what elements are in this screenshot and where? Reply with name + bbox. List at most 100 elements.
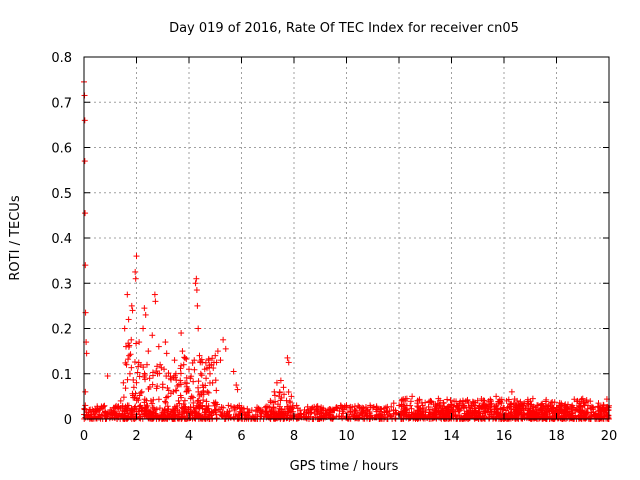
data-point [284,354,291,361]
noise-point [113,413,120,420]
noise-point [149,400,156,407]
noise-point [593,410,600,417]
data-point [144,361,150,368]
data-point [142,311,149,318]
x-tick-label: 12 [391,429,408,444]
noise-point [161,407,168,414]
noise-point [362,410,369,417]
noise-point [528,408,535,415]
noise-point [283,415,290,422]
data-point [493,393,500,400]
data-point [194,302,201,309]
noise-point [191,366,198,373]
grid [84,57,609,419]
noise-point [353,407,360,414]
noise-point [487,406,494,413]
noise-point [227,403,234,410]
noise-point [339,415,346,422]
noise-point [493,402,500,409]
data-point [175,397,182,404]
data-point [540,404,547,411]
noise-point [425,403,432,410]
noise-point [232,410,239,417]
noise-point [268,408,275,415]
noise-point [392,415,399,422]
data-point [136,339,143,346]
noise-point [275,409,282,416]
noise-point [165,370,172,377]
noise-point [370,403,377,410]
noise-point [564,413,571,420]
noise-point [128,364,135,371]
data-point [96,406,103,413]
data-point [88,411,95,418]
data-point [456,400,463,407]
noise-point [432,409,439,416]
data-point [209,379,216,386]
data-point [529,395,536,402]
data-point [129,307,136,314]
noise-point [600,415,607,422]
noise-point [141,370,148,377]
data-point [254,406,261,413]
noise-point [156,405,163,412]
data-point [162,339,169,346]
data-point [178,330,185,337]
data-point [277,377,284,384]
data-point [579,395,586,402]
data-point [414,400,421,407]
noise-point [182,355,189,362]
data-point [238,404,245,411]
noise-point [142,376,149,383]
noise-point [252,408,259,415]
data-point [246,409,253,416]
noise-point [588,412,595,419]
data-point [140,325,147,332]
noise-point [283,397,290,404]
data-point [519,402,526,409]
data-point [213,359,220,366]
data-point [123,361,130,368]
noise-point [242,412,249,419]
data-point [343,402,350,409]
noise-point [390,411,397,418]
data-point [141,305,148,312]
data-point [375,406,381,413]
data-point [82,402,89,409]
noise-point [285,389,292,396]
noise-point [121,408,128,415]
data-point [225,402,232,409]
noise-point [273,410,280,417]
data-point [81,117,88,124]
x-tick-label: 10 [338,429,355,444]
noise-point [600,408,607,415]
data-point [120,379,127,386]
x-tick-labels: 0 2 4 6 8 10 12 14 16 18 20 [80,429,617,444]
noise-point [143,413,150,420]
noise-point [122,385,129,392]
noise-point [544,411,551,418]
noise-point [212,406,219,413]
data-point [325,406,332,413]
noise-point [131,359,138,366]
noise-point [336,407,343,414]
noise-point [104,412,111,419]
noise-point [469,405,476,412]
noise-point [209,415,216,422]
noise-point [529,409,536,416]
noise-point [132,403,139,410]
noise-point [205,405,212,412]
y-tick-label: 0.4 [51,232,72,247]
noise-point [444,404,451,411]
noise-point [289,402,296,409]
noise-point [263,403,270,410]
noise-point [518,415,525,422]
data-point [126,370,133,377]
data-point [180,361,187,368]
noise-point [181,403,188,410]
data-point [267,397,274,404]
noise-point [366,410,373,417]
data-point [134,395,141,402]
noise-point [549,398,556,405]
noise-point [190,378,197,385]
